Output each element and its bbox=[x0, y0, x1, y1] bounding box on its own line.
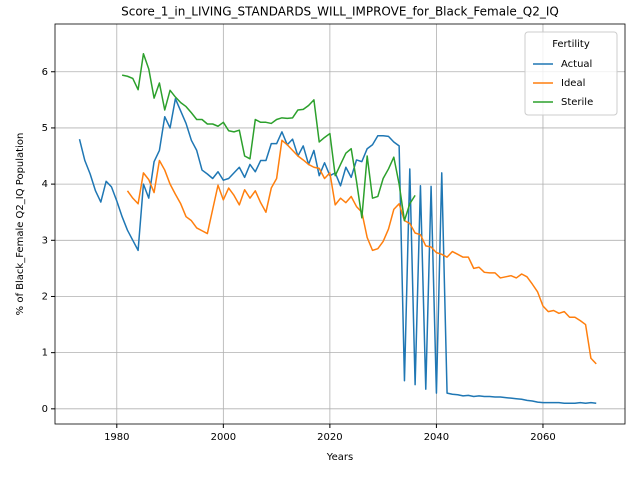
y-tick-label: 4 bbox=[42, 179, 48, 190]
legend: Fertility Actual Ideal Sterile bbox=[524, 31, 618, 116]
plot-frame bbox=[54, 23, 626, 425]
x-tick-label: 2060 bbox=[530, 432, 555, 443]
x-tick-label: 2020 bbox=[317, 432, 342, 443]
legend-label: Sterile bbox=[561, 97, 593, 108]
x-tick-label: 2000 bbox=[211, 432, 236, 443]
legend-title: Fertility bbox=[552, 39, 590, 50]
y-tick-label: 6 bbox=[42, 67, 48, 78]
x-axis-label: Years bbox=[326, 452, 353, 463]
x-tick-label: 1980 bbox=[104, 432, 129, 443]
legend-label: Ideal bbox=[561, 78, 585, 89]
x-tick-label: 2040 bbox=[424, 432, 449, 443]
legend-label: Actual bbox=[561, 59, 592, 70]
y-tick-label: 2 bbox=[42, 291, 48, 302]
line bbox=[126, 139, 597, 365]
y-tick-label: 1 bbox=[42, 348, 48, 359]
line bbox=[78, 97, 597, 404]
line bbox=[121, 53, 416, 222]
chart-title: Score_1_in_LIVING_STANDARDS_WILL_IMPROVE… bbox=[121, 5, 559, 19]
y-axis-label: % of Black_Female Q2_IQ Population bbox=[15, 133, 26, 316]
legend-box bbox=[524, 31, 618, 116]
y-tick-label: 3 bbox=[42, 235, 48, 246]
y-tick-label: 0 bbox=[42, 404, 48, 415]
y-tick-label: 5 bbox=[42, 123, 48, 134]
